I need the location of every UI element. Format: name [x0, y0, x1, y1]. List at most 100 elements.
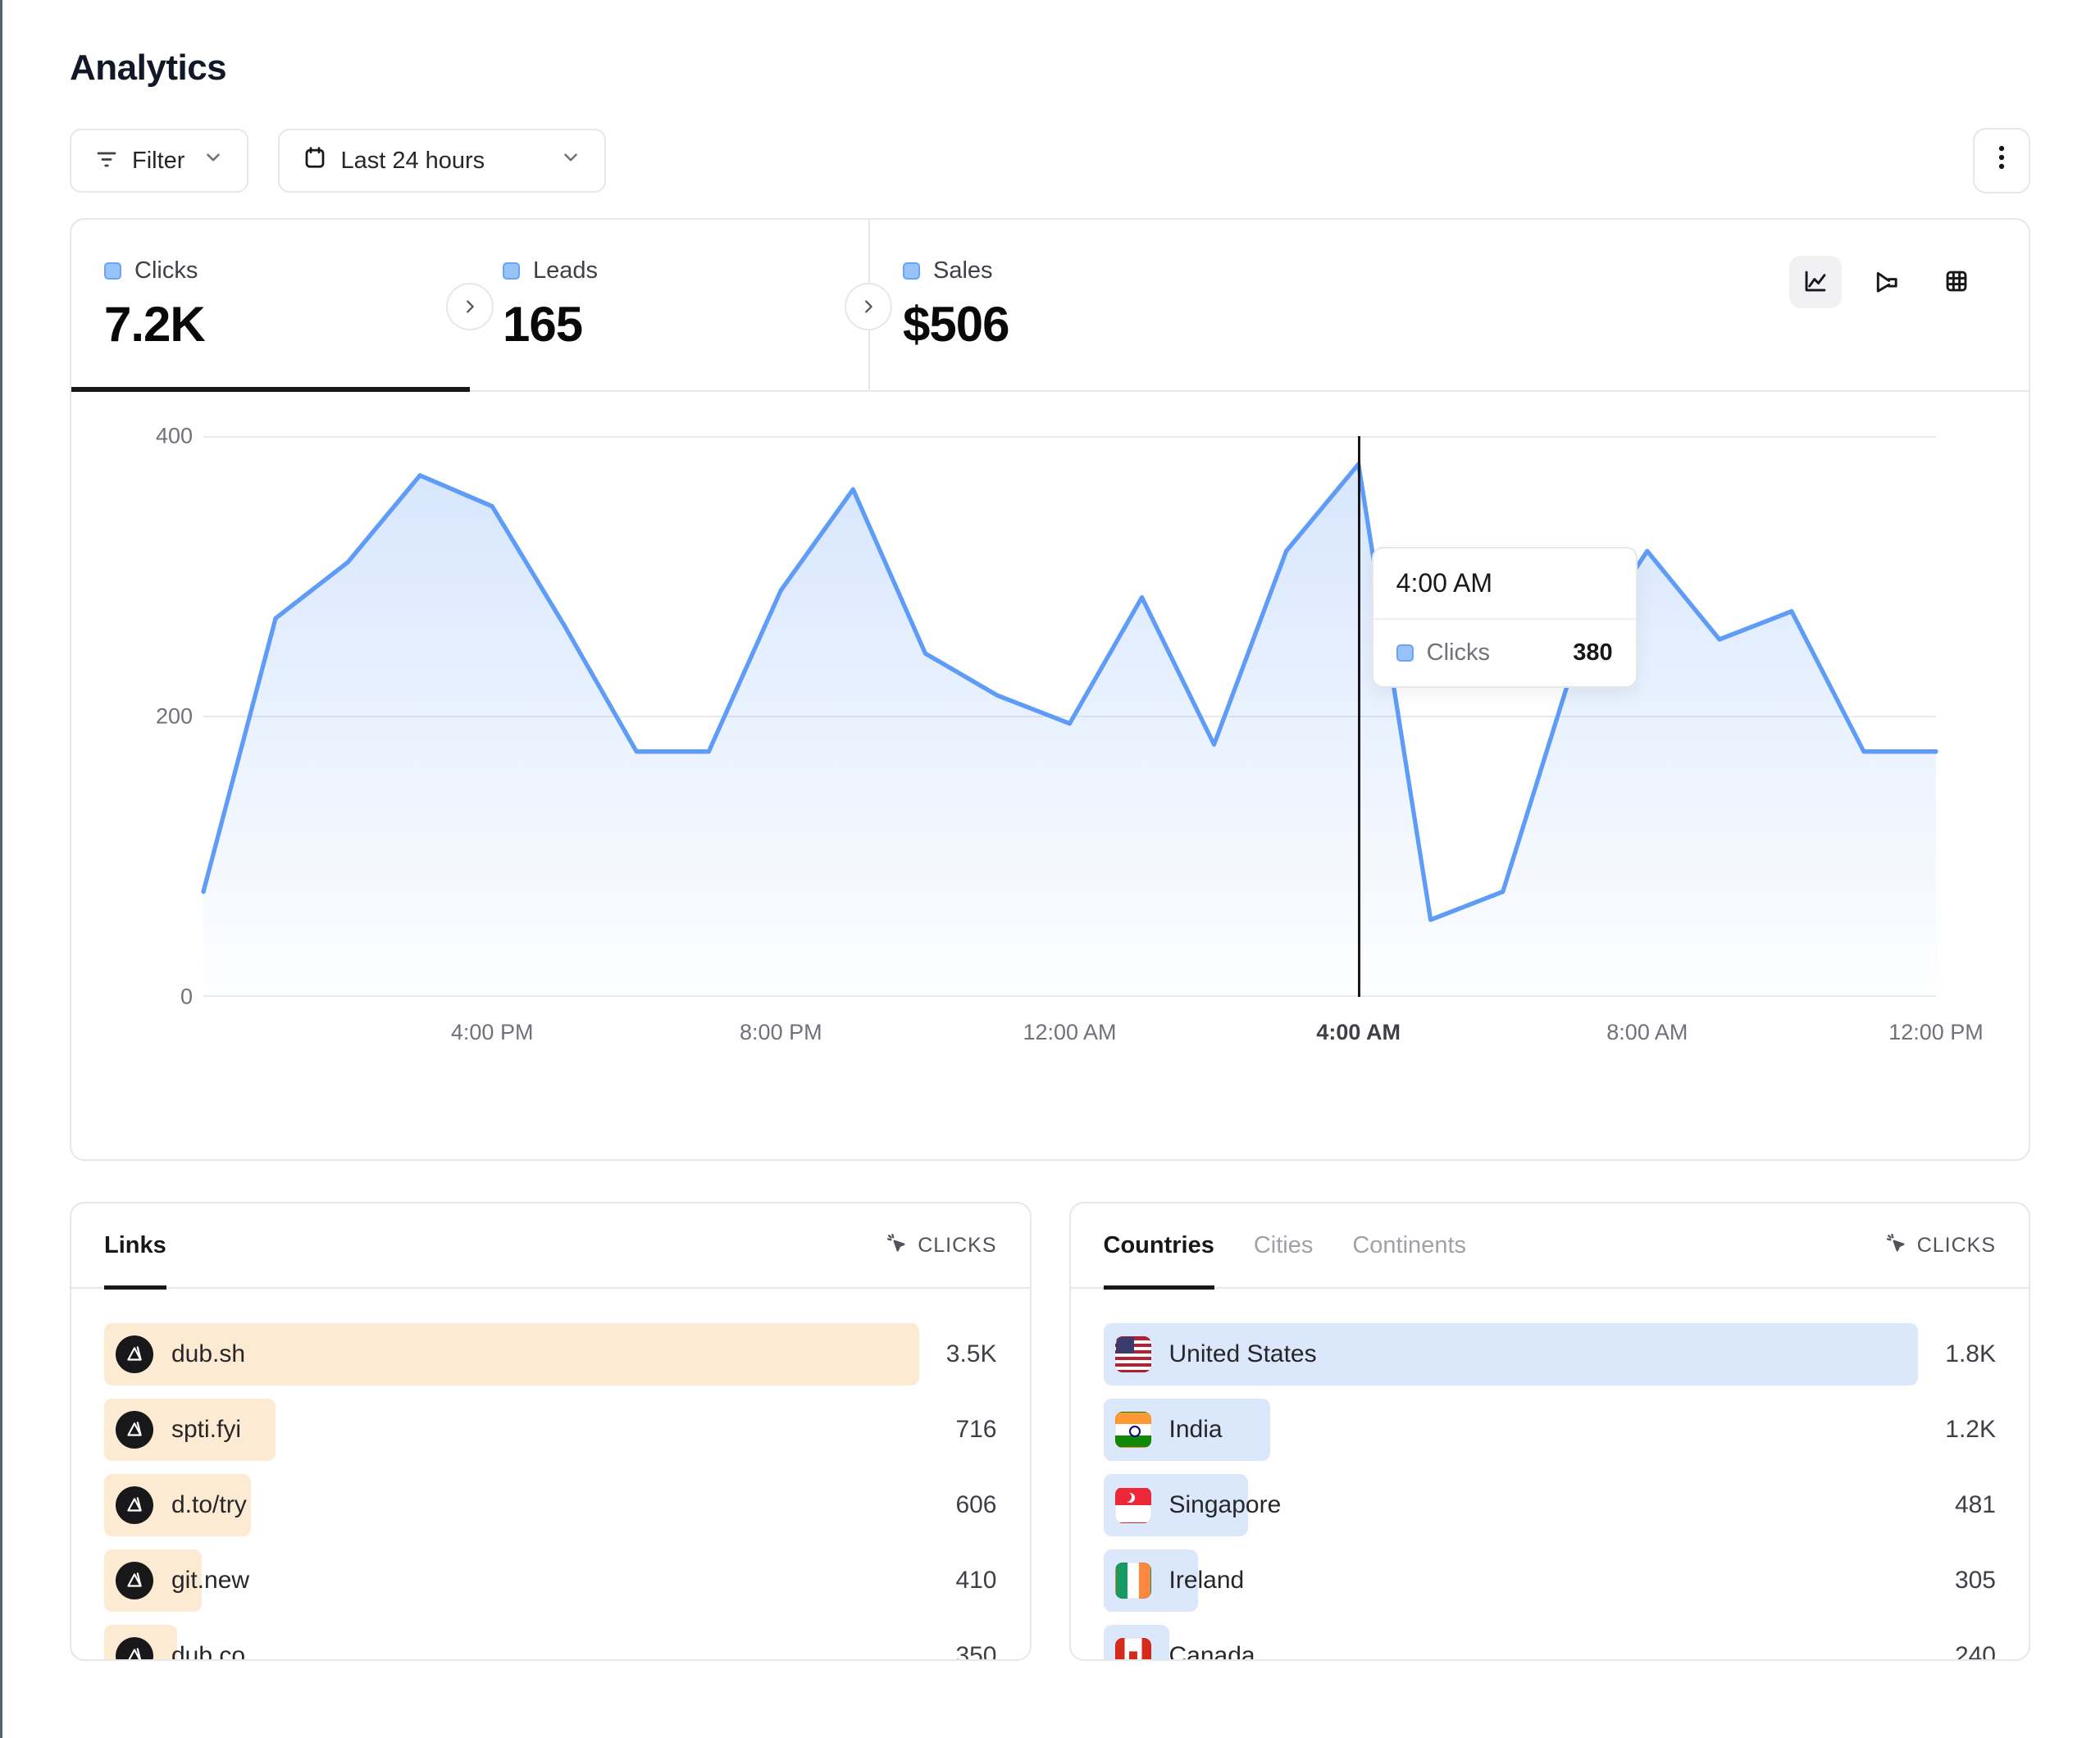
countries-tab-label: Countries: [1103, 1231, 1214, 1258]
funnel-chart-toggle-button[interactable]: [1860, 256, 1912, 308]
dub-logo-avatar: [116, 1562, 153, 1599]
clicks-legend-square: [104, 262, 121, 280]
item-value: 410: [955, 1567, 997, 1594]
item-label: dub.sh: [171, 1340, 246, 1367]
item-value: 3.5K: [945, 1340, 997, 1367]
toolbar: Filter Last 24 hours: [70, 128, 2030, 193]
chart-plot-area[interactable]: 4:00 AM Clicks 380: [201, 436, 1938, 997]
chart-line: [201, 462, 1938, 922]
clicks-tab-value: 7.2K: [104, 297, 206, 352]
list-item[interactable]: git.new 410: [104, 1549, 997, 1612]
line-chart-icon: [1802, 267, 1829, 298]
x-tick-label: 8:00 PM: [740, 1020, 822, 1044]
list-item[interactable]: Ireland 305: [1103, 1549, 1996, 1612]
kebab-menu-icon: [1989, 143, 2014, 178]
sales-legend-square: [903, 262, 920, 280]
y-tick-label: 200: [155, 703, 193, 729]
analytics-page: Analytics Filter Last 24 hours: [70, 0, 2030, 1661]
countries-metric-selector[interactable]: CLICKS: [1884, 1231, 1996, 1260]
tab-cities[interactable]: Cities: [1254, 1203, 1314, 1288]
y-tick-label: 400: [155, 423, 193, 448]
tab-countries[interactable]: Countries: [1103, 1203, 1215, 1290]
in-flag-icon: [1114, 1412, 1151, 1448]
tab-leads[interactable]: Leads 165: [470, 220, 868, 390]
links-metric-label: CLICKS: [918, 1233, 997, 1257]
tooltip-time: 4:00 AM: [1373, 548, 1636, 620]
value-bar: [1103, 1323, 1918, 1385]
tooltip-value: 380: [1573, 639, 1613, 666]
item-label: Singapore: [1168, 1491, 1282, 1518]
item-value: 350: [955, 1642, 997, 1661]
item-value: 716: [955, 1416, 997, 1443]
more-options-button[interactable]: [1973, 128, 2030, 193]
funnel-chart-icon: [1872, 267, 1900, 298]
tab-links[interactable]: Links: [104, 1203, 166, 1290]
expand-leads-button[interactable]: [446, 283, 494, 330]
calendar-icon: [303, 145, 327, 176]
sg-flag-icon: [1114, 1487, 1151, 1523]
item-label: Canada: [1168, 1642, 1255, 1661]
links-list: dub.sh 3.5K spti.fyi 716 d.to/try 606 git.new 4…: [71, 1289, 1030, 1661]
tab-sales[interactable]: Sales $506: [868, 220, 1009, 390]
x-tick-label: 4:00 AM: [1316, 1020, 1401, 1044]
links-panel: Links CLICKS dub.sh 3.5K spti.fyi 716 d.to/t…: [70, 1202, 1032, 1661]
chart-tooltip: 4:00 AM Clicks 380: [1371, 547, 1638, 688]
item-label: Ireland: [1168, 1567, 1245, 1594]
dub-logo-avatar: [116, 1486, 153, 1524]
item-value: 305: [1954, 1567, 1996, 1594]
tab-clicks[interactable]: Clicks 7.2K: [71, 220, 470, 392]
chart-svg: [201, 436, 1938, 997]
filter-button[interactable]: Filter: [70, 129, 249, 193]
countries-metric-label: CLICKS: [1916, 1233, 1996, 1257]
list-item[interactable]: Singapore 481: [1103, 1474, 1996, 1536]
chart-area: [203, 464, 1936, 997]
x-tick-label: 12:00 AM: [1023, 1020, 1117, 1044]
item-value: 1.2K: [1945, 1416, 1996, 1443]
clicks-tab-label: Clicks: [134, 257, 198, 284]
countries-panel: Countries Cities Continents CLICKS Unite…: [1068, 1202, 2030, 1661]
dub-logo-avatar: [116, 1637, 153, 1659]
dub-logo-avatar: [116, 1335, 153, 1373]
links-metric-selector[interactable]: CLICKS: [885, 1231, 996, 1260]
item-label: United States: [1168, 1340, 1317, 1367]
x-tick-label: 8:00 AM: [1606, 1020, 1688, 1044]
table-toggle-button[interactable]: [1930, 256, 1983, 308]
item-value: 240: [1954, 1642, 1996, 1661]
ca-flag-icon: [1114, 1638, 1151, 1659]
list-item[interactable]: Canada 240: [1103, 1625, 1996, 1661]
sales-tab-label: Sales: [933, 257, 993, 284]
item-value: 606: [955, 1491, 997, 1518]
leads-tab-value: 165: [503, 297, 583, 352]
item-label: d.to/try: [171, 1491, 247, 1518]
list-item[interactable]: dub.sh 3.5K: [104, 1323, 997, 1385]
chevron-down-icon: [560, 147, 581, 175]
x-tick-label: 12:00 PM: [1888, 1020, 1984, 1044]
cursor-click-icon: [885, 1231, 908, 1260]
expand-sales-button[interactable]: [845, 283, 892, 330]
countries-list: United States 1.8K India 1.2K Singapore 481 Ir…: [1071, 1289, 2029, 1661]
date-range-button[interactable]: Last 24 hours: [278, 129, 607, 193]
bottom-panels: Links CLICKS dub.sh 3.5K spti.fyi 716 d.to/t…: [70, 1202, 2030, 1661]
chart-x-axis: 4:00 PM 8:00 PM 12:00 AM 4:00 AM 8:00 AM 12:0…: [203, 1020, 1984, 1053]
page-title: Analytics: [70, 48, 227, 88]
line-chart-toggle-button[interactable]: [1789, 256, 1842, 308]
continents-tab-label: Continents: [1352, 1231, 1467, 1258]
value-bar: [104, 1323, 919, 1385]
table-grid-icon: [1943, 267, 1970, 298]
list-item[interactable]: d.to/try 606: [104, 1474, 997, 1536]
dub-logo-avatar: [116, 1411, 153, 1449]
list-item[interactable]: dub.co 350: [104, 1625, 997, 1661]
tab-continents[interactable]: Continents: [1352, 1203, 1466, 1288]
item-label: India: [1168, 1416, 1223, 1443]
leads-tab-label: Leads: [533, 257, 599, 284]
date-range-label: Last 24 hours: [340, 147, 485, 174]
chevron-down-icon: [203, 147, 224, 175]
filter-button-label: Filter: [132, 147, 185, 174]
hover-crosshair-line: [1357, 436, 1360, 997]
list-item[interactable]: India 1.2K: [1103, 1399, 1996, 1461]
sales-tab-value: $506: [903, 297, 1009, 352]
us-flag-icon: [1114, 1336, 1151, 1372]
list-item[interactable]: spti.fyi 716: [104, 1399, 997, 1461]
list-item[interactable]: United States 1.8K: [1103, 1323, 1996, 1385]
item-label: dub.co: [171, 1642, 246, 1661]
